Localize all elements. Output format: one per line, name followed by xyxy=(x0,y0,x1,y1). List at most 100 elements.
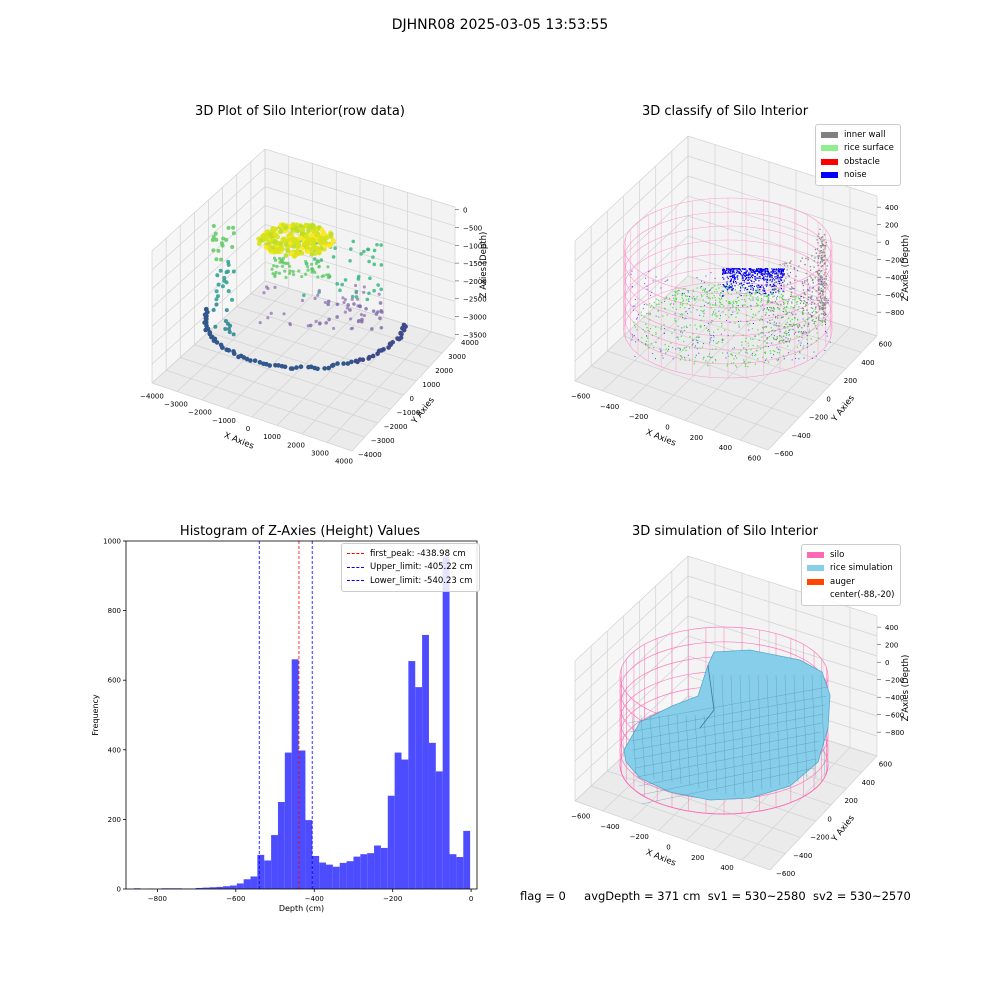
noise-point xyxy=(753,285,755,288)
inner-wall-point xyxy=(803,292,805,294)
x-tick-label: −3000 xyxy=(164,401,188,409)
rice-surface-point xyxy=(671,332,673,334)
inner-wall-point xyxy=(819,255,821,257)
inner-wall-point xyxy=(822,306,824,309)
rice-surface-point xyxy=(785,334,788,336)
rice-surface-point xyxy=(674,301,676,303)
data-point xyxy=(273,273,277,277)
noise-point xyxy=(779,271,781,273)
rice-surface-point xyxy=(715,288,717,290)
noise-point xyxy=(756,269,758,271)
rice-surface-point xyxy=(648,347,650,349)
rice-surface-point xyxy=(712,287,714,289)
noise-point xyxy=(782,274,784,276)
noise-point xyxy=(750,279,752,282)
noise-point xyxy=(703,281,705,283)
histogram-bar xyxy=(449,854,457,889)
inner-wall-point xyxy=(766,338,768,340)
rice-surface-point xyxy=(702,311,704,313)
noise-point xyxy=(799,351,801,353)
inner-wall-point xyxy=(816,328,818,330)
noise-point xyxy=(826,332,828,334)
inner-wall-point xyxy=(817,273,819,275)
noise-point xyxy=(707,303,709,305)
noise-point xyxy=(774,284,776,287)
noise-point xyxy=(772,278,774,280)
noise-point xyxy=(762,286,764,288)
z-tick-label: −500 xyxy=(463,224,482,232)
noise-point xyxy=(775,270,777,272)
noise-point xyxy=(723,273,725,275)
y-tick-label: −3000 xyxy=(371,437,395,445)
rice-surface-point xyxy=(784,307,786,309)
rice-surface-point xyxy=(754,363,756,365)
rice-surface-point xyxy=(689,336,691,338)
rice-surface-point xyxy=(815,340,818,342)
y-axis-label: Y Axies xyxy=(829,393,857,425)
inner-wall-point xyxy=(818,293,820,295)
data-point xyxy=(231,225,236,230)
noise-point xyxy=(748,268,751,270)
data-point xyxy=(280,264,285,268)
data-point xyxy=(303,233,309,239)
noise-point xyxy=(793,288,795,290)
inner-wall-point xyxy=(819,305,821,307)
noise-point xyxy=(771,276,773,278)
inner-wall-point xyxy=(821,307,823,309)
noise-point xyxy=(722,276,724,279)
inner-wall-point xyxy=(809,296,812,298)
rice-surface-point xyxy=(744,365,746,367)
inner-wall-point xyxy=(821,244,824,246)
data-point xyxy=(345,306,349,310)
rice-surface-point xyxy=(727,292,729,294)
z-axis-label: Z Axies (Depth) xyxy=(901,655,911,722)
data-point xyxy=(291,269,295,274)
data-point xyxy=(345,361,351,366)
inner-wall-point xyxy=(775,315,777,318)
inner-wall-point xyxy=(821,265,823,267)
rice-surface-point xyxy=(724,285,727,287)
noise-point xyxy=(726,289,729,291)
rice-surface-point xyxy=(717,341,720,343)
noise-point xyxy=(723,269,726,271)
data-point xyxy=(226,259,231,264)
rice-surface-point xyxy=(744,300,746,302)
rice-surface-point xyxy=(788,333,790,336)
z-axis-label: Z Axies (Depth) xyxy=(479,232,489,299)
rice-surface-point xyxy=(713,331,715,333)
rice-surface-point xyxy=(814,308,816,311)
noise-point xyxy=(729,280,732,282)
data-point xyxy=(348,259,352,263)
rice-surface-point xyxy=(646,335,648,338)
noise-point xyxy=(777,277,779,279)
figure-title: DJHNR08 2025-03-05 13:53:55 xyxy=(391,17,609,33)
inner-wall-point xyxy=(799,302,802,304)
rice-surface-point xyxy=(746,349,748,351)
rice-surface-point xyxy=(751,328,754,330)
inner-wall-point xyxy=(819,307,821,309)
surface-mesh-line xyxy=(739,674,745,795)
rice-surface-point xyxy=(707,365,709,367)
surface-mesh-line xyxy=(636,740,820,778)
inner-wall-point xyxy=(806,278,809,281)
noise-point xyxy=(736,275,738,277)
noise-point xyxy=(737,268,739,270)
noise-point xyxy=(729,321,731,323)
noise-point xyxy=(655,358,657,360)
noise-point xyxy=(775,268,778,270)
noise-point xyxy=(772,268,774,270)
data-point xyxy=(218,268,223,273)
rice-surface-point xyxy=(815,311,817,313)
noise-point xyxy=(773,285,775,287)
rice-surface-point xyxy=(681,297,683,299)
inner-wall-point xyxy=(822,313,824,315)
data-point xyxy=(274,270,278,275)
rice-surface-point xyxy=(736,357,738,359)
floor-grid-line xyxy=(151,382,353,452)
inner-wall-point xyxy=(781,268,784,270)
noise-point xyxy=(763,279,765,281)
noise-point xyxy=(822,297,824,299)
noise-point xyxy=(754,278,756,280)
noise-point xyxy=(664,280,666,282)
rice-surface-point xyxy=(700,325,702,327)
